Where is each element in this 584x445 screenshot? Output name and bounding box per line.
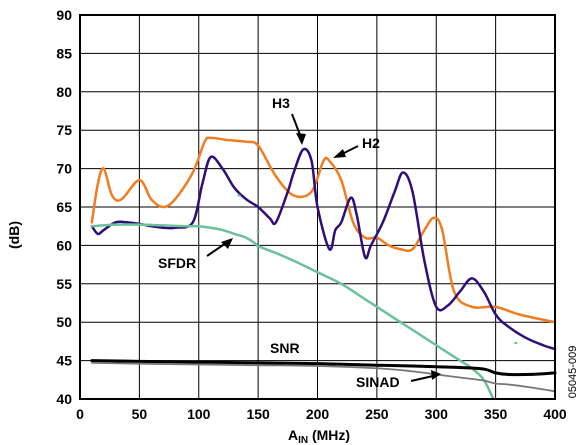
annotations: H3 H2 SFDR SNR SINAD: [158, 95, 441, 390]
arrow-h2-head: [333, 149, 346, 158]
x-tick-label: 200: [306, 406, 330, 422]
series-h2-line: [90, 136, 557, 324]
annotation-sfdr: SFDR: [158, 255, 196, 271]
x-axis-label-sub: IN: [298, 435, 308, 445]
y-tick-label: 65: [56, 199, 72, 215]
x-tick-label: 0: [76, 406, 84, 422]
figure-id: 05045-009: [567, 346, 579, 399]
x-axis-label-main: A: [288, 427, 298, 443]
stray-mark: [514, 341, 518, 344]
arrow-h3-head: [296, 133, 306, 145]
tick-labels: 40 45 50 55 60 65 70 75 80 85 90 0 50 100 150 200 250 300…: [56, 7, 566, 422]
y-tick-label: 45: [56, 353, 72, 369]
x-tick-label: 150: [246, 406, 270, 422]
x-tick-label: 100: [187, 406, 211, 422]
y-tick-label: 75: [56, 122, 72, 138]
y-tick-label: 85: [56, 45, 72, 61]
arrow-sinad: [410, 375, 434, 382]
y-tick-label: 40: [56, 391, 72, 407]
annotation-snr: SNR: [270, 340, 300, 356]
x-tick-label: 50: [132, 406, 148, 422]
series-group: [90, 136, 557, 401]
y-tick-label: 80: [56, 84, 72, 100]
series-sinad-line: [90, 362, 556, 393]
y-tick-label: 70: [56, 161, 72, 177]
arrow-sinad-head: [431, 370, 441, 380]
x-tick-label: 250: [365, 406, 389, 422]
x-axis-label: AIN (MHz): [288, 427, 350, 445]
series-h3-line: [90, 147, 557, 351]
stray-mark: [237, 194, 241, 197]
x-axis-label-unit: (MHz): [308, 427, 350, 443]
series-snr-line: [90, 359, 557, 377]
series-sfdr-line: [90, 223, 495, 401]
y-tick-label: 55: [56, 276, 72, 292]
arrow-sfdr: [206, 242, 227, 257]
annotation-sinad: SINAD: [356, 374, 400, 390]
x-tick-label: 350: [484, 406, 508, 422]
y-axis-label: (dB): [6, 221, 22, 249]
plot-frame: [79, 14, 556, 400]
x-tick-label: 400: [543, 406, 567, 422]
y-tick-label: 60: [56, 237, 72, 253]
x-tick-label: 300: [425, 406, 449, 422]
arrow-sfdr-head: [221, 238, 233, 249]
annotation-h2: H2: [362, 135, 380, 151]
annotation-h3: H3: [272, 95, 290, 111]
y-tick-label: 90: [56, 7, 72, 23]
stray-mark: [256, 230, 260, 233]
y-tick-label: 50: [56, 314, 72, 330]
